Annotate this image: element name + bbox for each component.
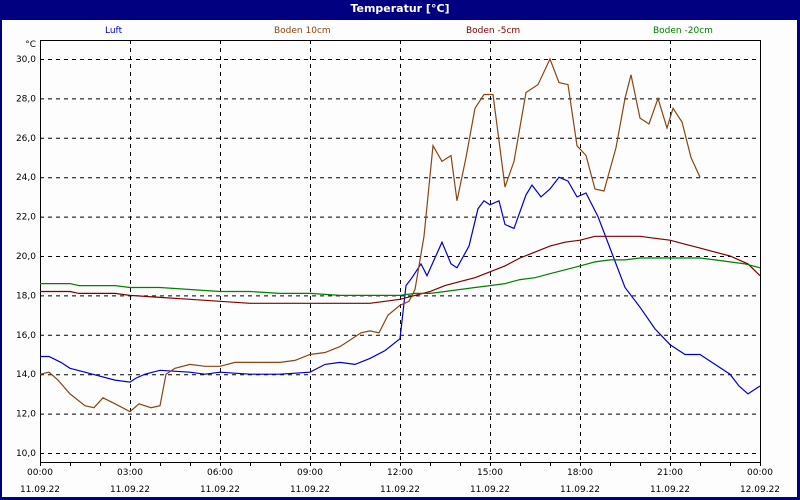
series-line-boden--20cm <box>40 257 761 296</box>
legend-boden-5cm: Boden -5cm <box>466 26 521 36</box>
x-tick-date: 11.09.22 <box>290 485 330 495</box>
y-tick-label: 22,0 <box>16 213 36 223</box>
series-line-luft <box>40 176 761 395</box>
x-tick-time: 09:00 <box>297 468 323 478</box>
y-tick-label: 16,0 <box>16 331 36 341</box>
series-line-boden-10cm <box>39 57 701 413</box>
x-tick-date: 11.09.22 <box>200 485 240 495</box>
window-title: Temperatur [°C] <box>350 2 450 15</box>
legend-boden-10cm: Boden 10cm <box>274 26 331 36</box>
x-tick-date: 11.09.22 <box>560 485 600 495</box>
x-tick-time: 12:00 <box>387 468 413 478</box>
y-tick-label: 14,0 <box>16 370 36 380</box>
x-tick-date: 11.09.22 <box>20 485 60 495</box>
x-tick-time: 18:00 <box>567 468 593 478</box>
y-tick-label: 24,0 <box>16 173 36 183</box>
y-tick-label: 10,0 <box>16 449 36 459</box>
x-tick-time: 00:00 <box>747 468 773 478</box>
x-tick-date: 11.09.22 <box>110 485 150 495</box>
legend-boden-20cm: Boden -20cm <box>653 26 713 36</box>
x-tick-time: 00:00 <box>27 468 53 478</box>
y-tick-label: 30,0 <box>16 55 36 65</box>
series-line-boden--5cm <box>40 235 761 304</box>
x-tick-time: 06:00 <box>207 468 233 478</box>
x-tick-time: 15:00 <box>477 468 503 478</box>
x-tick-time: 03:00 <box>117 468 143 478</box>
y-tick-label: 26,0 <box>16 134 36 144</box>
x-tick-date: 11.09.22 <box>470 485 510 495</box>
legend-luft: Luft <box>105 26 123 36</box>
x-tick-date: 11.09.22 <box>650 485 690 495</box>
y-tick-label: 20,0 <box>16 252 36 262</box>
x-tick-date: 12.09.22 <box>740 485 780 495</box>
x-tick-date: 11.09.22 <box>380 485 420 495</box>
plot-frame <box>40 40 761 463</box>
y-axis-unit: °C <box>25 40 36 50</box>
y-tick-label: 28,0 <box>16 94 36 104</box>
x-tick-time: 21:00 <box>657 468 683 478</box>
grid <box>40 40 761 466</box>
y-tick-label: 18,0 <box>16 291 36 301</box>
y-tick-label: 12,0 <box>16 410 36 420</box>
